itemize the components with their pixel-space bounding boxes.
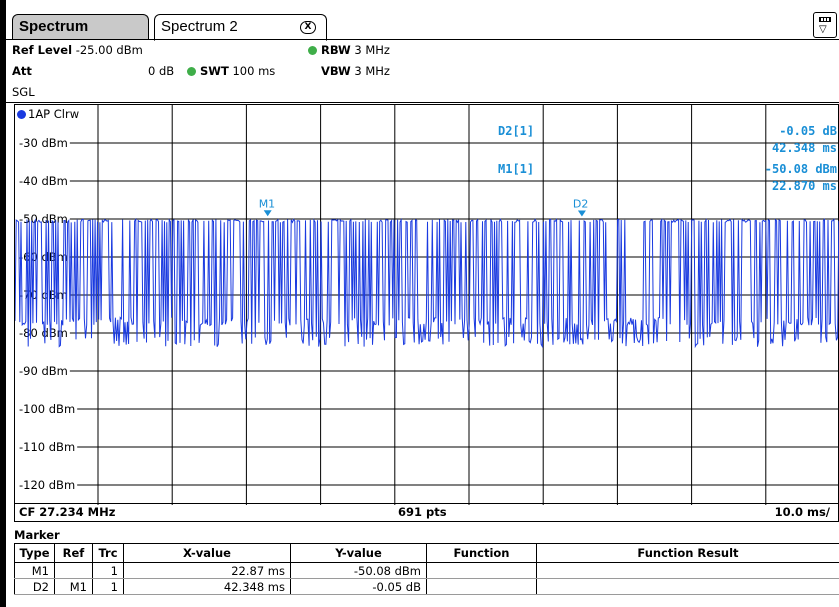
marker-table-header: Type Ref Trc X-value Y-value Function Fu…	[14, 543, 839, 563]
col-function: Function	[426, 543, 537, 563]
cell-function	[426, 578, 537, 595]
vbw-value: 3 MHz	[354, 64, 390, 78]
marker-readout-value: -0.05 dB	[779, 124, 837, 138]
col-x-value: X-value	[123, 543, 291, 563]
table-row[interactable]: M1 1 22.87 ms -50.08 dBm	[14, 562, 839, 579]
ref-level[interactable]: Ref Level -25.00 dBm	[12, 43, 143, 57]
marker-triangle	[263, 210, 272, 217]
spectrum-diagram[interactable]: -30 dBm -40 dBm -50 dBm -60 dBm -70 dBm -80 d…	[14, 104, 839, 505]
col-y-value: Y-value	[290, 543, 427, 563]
col-type: Type	[14, 543, 55, 563]
display-layout-icon	[819, 17, 831, 22]
att-label: Att	[12, 64, 32, 78]
trace-label: 1AP Clrw	[17, 107, 79, 121]
tab-spectrum-2[interactable]: Spectrum 2 X	[154, 14, 327, 41]
rbw-value: 3 MHz	[354, 43, 390, 57]
cell-x-value: 42.348 ms	[123, 578, 291, 595]
marker-table-title: Marker	[14, 528, 60, 542]
y-tick-label: -50 dBm	[19, 212, 68, 226]
cell-y-value: -50.08 dBm	[290, 562, 427, 579]
marker-readout-name: M1[1]	[498, 162, 534, 176]
measurement-settings: Ref Level -25.00 dBm Att 0 dB SWT 100 ms…	[6, 40, 839, 102]
close-tab-icon[interactable]: X	[300, 21, 316, 34]
trace-line	[15, 217, 839, 349]
marker-readout-x: 42.348 ms	[772, 141, 837, 155]
marker-label: D2	[573, 197, 588, 210]
trace-label-text: 1AP Clrw	[28, 107, 80, 121]
time-scale: 10.0 ms/	[774, 505, 830, 519]
table-row[interactable]: D2 M1 1 42.348 ms -0.05 dB	[14, 578, 839, 595]
ref-level-value: -25.00 dBm	[75, 43, 143, 57]
ref-level-label: Ref Level	[12, 43, 73, 57]
vbw-label: VBW	[321, 64, 351, 78]
cell-type: D2	[14, 578, 55, 595]
marker-triangle	[577, 210, 586, 217]
col-trc: Trc	[92, 543, 124, 563]
cell-type: M1	[14, 562, 55, 579]
y-tick-label: -40 dBm	[19, 174, 68, 188]
diagram-footer: CF 27.234 MHz 691 pts 10.0 ms/	[14, 504, 839, 522]
sweep-mode: SGL	[12, 85, 35, 99]
vbw[interactable]: VBW 3 MHz	[321, 64, 390, 78]
settings-divider	[6, 102, 839, 103]
y-tick-label: -120 dBm	[19, 478, 75, 492]
swt-value: 100 ms	[232, 64, 276, 78]
cell-ref	[54, 562, 93, 579]
cell-y-value: -0.05 dB	[290, 578, 427, 595]
cell-function-result	[536, 578, 839, 595]
marker-readout-x: 22.870 ms	[772, 179, 837, 193]
marker-readout-value: -50.08 dBm	[765, 162, 837, 176]
cell-function-result	[536, 562, 839, 579]
layout-menu-button[interactable]: ▽	[813, 12, 837, 38]
rbw-label: RBW	[321, 43, 351, 57]
tab-label: Spectrum 2	[161, 18, 238, 35]
sweep-points: 691 pts	[398, 505, 447, 519]
y-tick-label: -100 dBm	[19, 402, 75, 416]
center-frequency: CF 27.234 MHz	[19, 505, 116, 519]
att-value[interactable]: 0 dB	[148, 64, 175, 78]
marker-label: M1	[259, 197, 276, 210]
status-indicator-icon	[308, 46, 317, 55]
col-function-result: Function Result	[536, 543, 839, 563]
status-indicator-icon	[187, 67, 196, 76]
y-tick-label: -80 dBm	[19, 326, 68, 340]
y-tick-label: -90 dBm	[19, 364, 68, 378]
swt[interactable]: SWT 100 ms	[187, 64, 275, 78]
rbw[interactable]: RBW 3 MHz	[308, 43, 390, 57]
trace-indicator-icon	[17, 110, 26, 119]
trace-plot[interactable]: -30 dBm-40 dBm-50 dBm-60 dBm-70 dBm-80 d…	[15, 105, 839, 505]
cell-trc: 1	[92, 578, 124, 595]
marker-table[interactable]: Type Ref Trc X-value Y-value Function Fu…	[14, 543, 839, 595]
tab-spectrum[interactable]: Spectrum	[12, 14, 149, 40]
cell-x-value: 22.87 ms	[123, 562, 291, 579]
y-tick-label: -30 dBm	[19, 136, 68, 150]
tab-label: Spectrum	[19, 18, 89, 35]
marker-readout-name: D2[1]	[498, 124, 534, 138]
tab-divider	[6, 39, 839, 40]
att[interactable]: Att	[12, 64, 32, 78]
cell-ref: M1	[54, 578, 93, 595]
col-ref: Ref	[54, 543, 93, 563]
y-tick-label: -110 dBm	[19, 440, 75, 454]
tab-bar: Spectrum Spectrum 2 X ▽	[6, 0, 839, 41]
chevron-down-icon: ▽	[819, 24, 827, 35]
cell-trc: 1	[92, 562, 124, 579]
swt-label: SWT	[200, 64, 229, 78]
cell-function	[426, 562, 537, 579]
